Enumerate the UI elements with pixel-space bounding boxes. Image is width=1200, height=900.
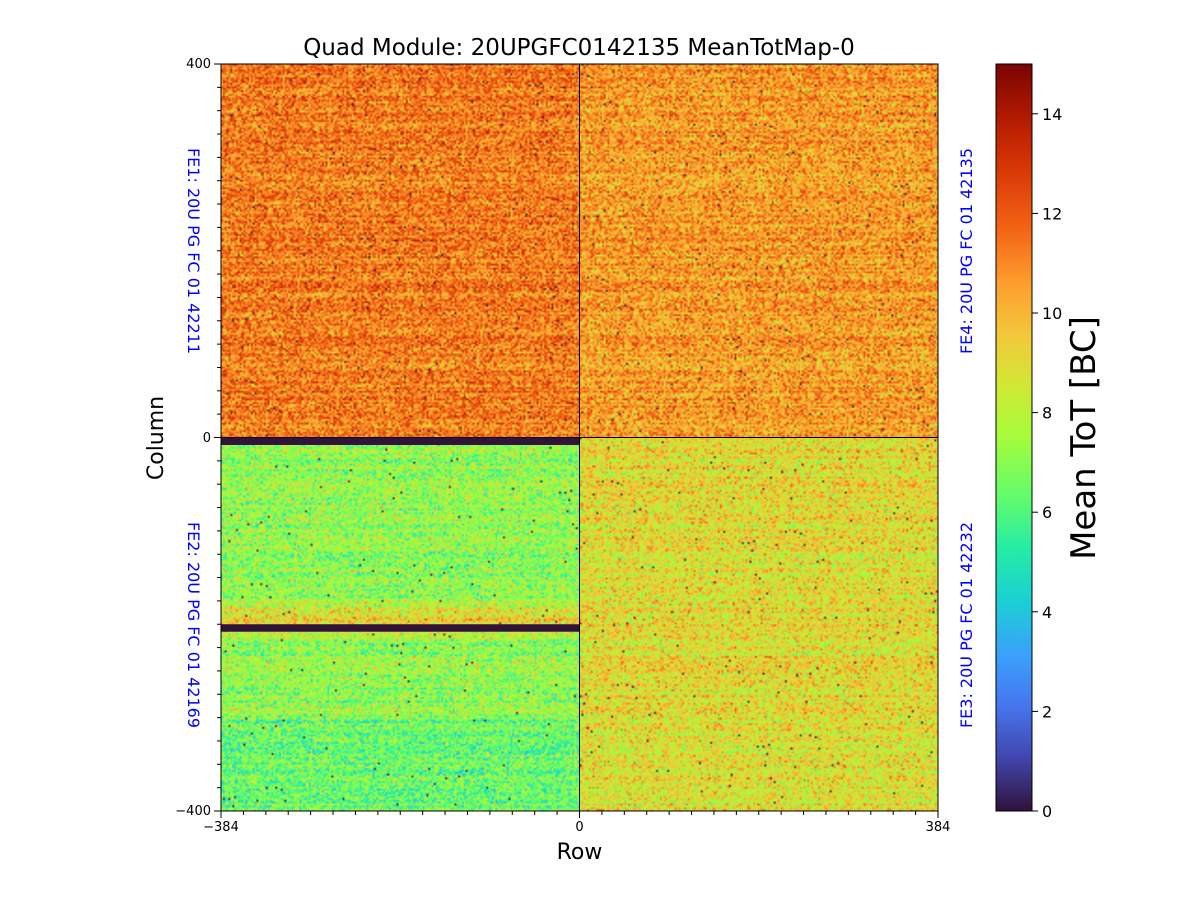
frontend-labels: FE1: 20U PG FC 01 42211 FE2: 20U PG FC 0… xyxy=(184,148,976,728)
x-axis: −384 0 384 Row xyxy=(203,811,950,865)
fe1-label: FE1: 20U PG FC 01 42211 xyxy=(184,148,203,354)
y-tick-label: 0 xyxy=(203,431,211,446)
colorbar-tick-label: 4 xyxy=(1042,603,1052,622)
dead-row-band xyxy=(221,437,580,445)
colorbar-tick-label: 2 xyxy=(1042,702,1052,721)
x-axis-label: Row xyxy=(557,840,603,865)
y-tick-label: 400 xyxy=(186,57,211,72)
colorbar-gradient xyxy=(995,63,1033,812)
x-tick-label: −384 xyxy=(203,820,239,835)
chart-title: Quad Module: 20UPGFC0142135 MeanTotMap-0 xyxy=(303,35,855,61)
dead-row-band xyxy=(221,624,580,632)
x-tick-label: 0 xyxy=(575,820,583,835)
colorbar-tick-label: 0 xyxy=(1042,802,1052,821)
x-minor-ticks xyxy=(220,811,939,815)
x-tick-label: 384 xyxy=(926,820,951,835)
plot-area xyxy=(220,63,939,812)
colorbar-tick-label: 8 xyxy=(1042,404,1052,423)
dead-rows xyxy=(221,437,580,632)
y-axis: 400 0 −400 Column xyxy=(144,57,221,819)
colorbar: 0 2 4 6 8 10 12 14 Mean ToT [BC] xyxy=(995,63,1104,821)
fe2-label: FE2: 20U PG FC 01 42169 xyxy=(184,522,203,728)
fe4-label: FE4: 20U PG FC 01 42135 xyxy=(957,148,976,354)
colorbar-tick-label: 10 xyxy=(1042,304,1062,323)
colorbar-tick-label: 6 xyxy=(1042,503,1052,522)
y-axis-label: Column xyxy=(144,396,169,480)
colorbar-label: Mean ToT [BC] xyxy=(1064,316,1104,560)
y-tick-label: −400 xyxy=(175,804,211,819)
colorbar-tick-label: 12 xyxy=(1042,204,1062,223)
fe3-label: FE3: 20U PG FC 01 42232 xyxy=(957,522,976,728)
colorbar-ticks: 0 2 4 6 8 10 12 14 xyxy=(1032,105,1062,821)
colorbar-tick-label: 14 xyxy=(1042,105,1062,124)
